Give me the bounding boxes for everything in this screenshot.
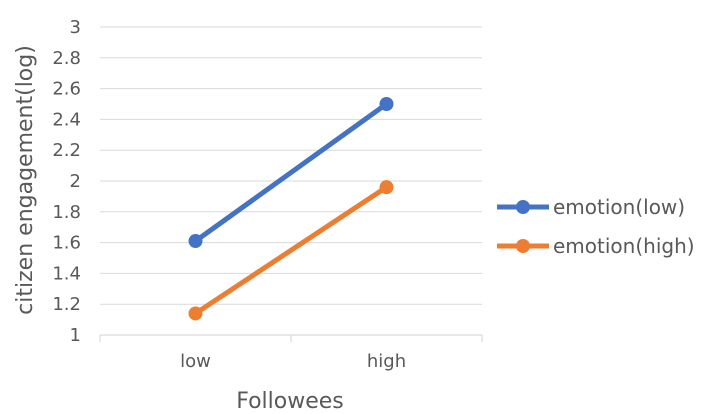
y-tick-label: 1.8 <box>52 202 81 223</box>
y-axis-ticks: 1 1.2 1.4 1.6 1.8 2 2.2 2.4 2.6 2.8 3 <box>52 17 81 346</box>
y-tick-label: 2.8 <box>52 48 81 69</box>
gridlines <box>100 26 482 305</box>
y-tick-label: 1.4 <box>52 263 81 284</box>
data-point <box>188 306 203 321</box>
y-tick-label: 2.6 <box>52 79 81 100</box>
legend: emotion(low) emotion(high) <box>497 195 695 258</box>
data-point <box>379 180 394 195</box>
legend-marker <box>516 239 530 253</box>
y-tick-label: 1 <box>70 325 81 346</box>
legend-label: emotion(low) <box>553 195 685 219</box>
series-line <box>193 184 389 316</box>
x-tick-label: high <box>367 351 406 372</box>
y-axis-title: citizen engagement(log) <box>13 45 38 315</box>
data-point <box>188 234 203 249</box>
series-line <box>193 101 389 244</box>
data-point <box>379 97 394 111</box>
y-tick-label: 1.6 <box>52 233 81 254</box>
y-tick-label: 2.4 <box>52 109 81 130</box>
y-tick-label: 1.2 <box>52 294 81 315</box>
x-axis-title: Followees <box>236 389 344 414</box>
series-lines <box>188 97 394 321</box>
legend-label: emotion(high) <box>553 234 695 258</box>
x-axis: low high <box>99 334 483 372</box>
y-tick-label: 2.2 <box>52 140 81 161</box>
y-tick-label: 3 <box>70 17 81 38</box>
legend-marker <box>516 200 530 214</box>
x-tick-label: low <box>180 351 211 372</box>
y-tick-label: 2 <box>70 171 81 192</box>
